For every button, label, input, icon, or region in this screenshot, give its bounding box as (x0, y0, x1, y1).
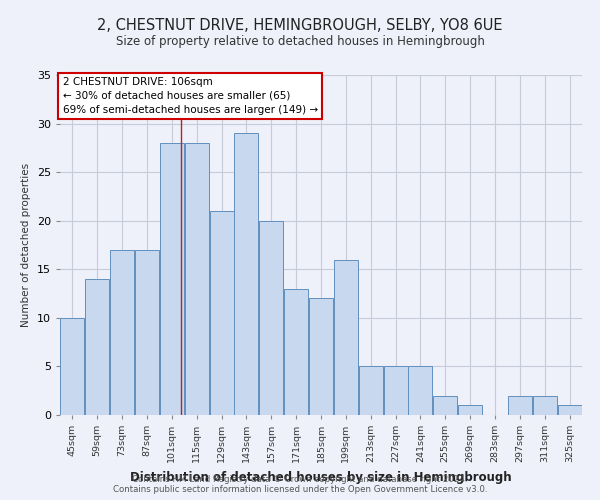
Bar (359, 366, 383, 415)
Bar (409, 366, 433, 415)
Bar (557, 406, 581, 415)
Bar (160, 143, 184, 415)
Bar (533, 396, 557, 415)
Text: 2, CHESTNUT DRIVE, HEMINGBROUGH, SELBY, YO8 6UE: 2, CHESTNUT DRIVE, HEMINGBROUGH, SELBY, … (97, 18, 503, 32)
Bar (110, 250, 134, 415)
Bar (284, 288, 308, 415)
Text: Size of property relative to detached houses in Hemingbrough: Size of property relative to detached ho… (116, 35, 484, 48)
Bar (383, 366, 407, 415)
Bar (235, 134, 259, 415)
X-axis label: Distribution of detached houses by size in Hemingbrough: Distribution of detached houses by size … (130, 470, 512, 484)
Bar (61, 318, 85, 415)
Bar (209, 211, 233, 415)
Bar (433, 396, 457, 415)
Text: 2 CHESTNUT DRIVE: 106sqm
← 30% of detached houses are smaller (65)
69% of semi-d: 2 CHESTNUT DRIVE: 106sqm ← 30% of detach… (62, 76, 318, 114)
Bar (458, 406, 482, 415)
Bar (135, 250, 159, 415)
Text: Contains HM Land Registry data © Crown copyright and database right 2024.
Contai: Contains HM Land Registry data © Crown c… (113, 474, 487, 494)
Bar (259, 220, 283, 415)
Bar (508, 396, 532, 415)
Bar (85, 279, 109, 415)
Bar (185, 143, 209, 415)
Y-axis label: Number of detached properties: Number of detached properties (21, 163, 31, 327)
Bar (334, 260, 358, 415)
Bar (309, 298, 333, 415)
